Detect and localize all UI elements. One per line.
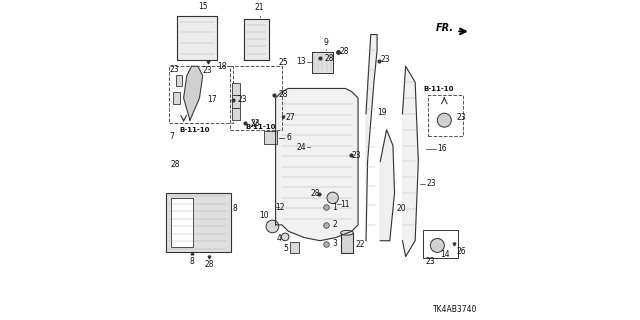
- Polygon shape: [177, 16, 217, 60]
- Circle shape: [282, 233, 289, 241]
- Bar: [173, 92, 180, 104]
- Text: 23: 23: [456, 113, 466, 122]
- Text: 6: 6: [287, 133, 292, 142]
- Polygon shape: [380, 130, 394, 241]
- Text: 27: 27: [285, 113, 295, 122]
- Text: 23: 23: [380, 55, 390, 64]
- Text: 2: 2: [333, 220, 337, 229]
- Circle shape: [430, 238, 444, 252]
- Text: 13: 13: [296, 57, 306, 66]
- Text: 28: 28: [324, 54, 334, 63]
- Text: 1: 1: [333, 203, 337, 212]
- Text: 23: 23: [170, 65, 179, 74]
- Text: 17: 17: [207, 95, 217, 104]
- Text: B-11-10: B-11-10: [245, 124, 276, 130]
- Bar: [423, 230, 458, 258]
- Text: 23: 23: [203, 66, 212, 75]
- Text: 23: 23: [426, 179, 436, 188]
- Text: 28: 28: [339, 47, 349, 57]
- Bar: [230, 66, 282, 130]
- Text: 23: 23: [426, 257, 435, 266]
- Text: TK4AB3740: TK4AB3740: [433, 305, 477, 314]
- Text: B-11-10: B-11-10: [424, 86, 454, 92]
- Text: 26: 26: [456, 247, 466, 256]
- Bar: [264, 131, 277, 144]
- Text: 28: 28: [279, 90, 288, 99]
- Bar: [290, 242, 300, 253]
- Text: 18: 18: [217, 61, 227, 70]
- Text: 28: 28: [310, 189, 320, 198]
- Bar: [170, 66, 233, 124]
- Text: 21: 21: [255, 3, 264, 12]
- Text: 19: 19: [377, 108, 387, 117]
- Bar: [428, 95, 463, 136]
- Text: 22: 22: [356, 240, 365, 249]
- Bar: [171, 198, 193, 247]
- Text: 8: 8: [233, 204, 237, 213]
- Text: 5: 5: [284, 244, 288, 253]
- Polygon shape: [184, 66, 203, 120]
- Text: 23: 23: [237, 95, 247, 104]
- Polygon shape: [403, 66, 419, 257]
- Text: 28: 28: [170, 160, 180, 169]
- Text: B-11-10: B-11-10: [179, 127, 210, 133]
- Circle shape: [327, 192, 339, 204]
- Bar: [232, 95, 240, 108]
- Text: 11: 11: [340, 200, 350, 209]
- Bar: [166, 193, 231, 252]
- Bar: [176, 75, 182, 86]
- Text: 28: 28: [204, 260, 214, 269]
- Text: 23: 23: [352, 151, 362, 160]
- Text: 8: 8: [189, 257, 194, 266]
- Text: FR.: FR.: [436, 23, 454, 33]
- Text: 16: 16: [437, 144, 447, 153]
- Text: 25: 25: [278, 58, 288, 67]
- Text: 9: 9: [324, 38, 329, 47]
- Bar: [232, 108, 240, 120]
- Polygon shape: [276, 88, 358, 241]
- Text: 23: 23: [250, 119, 260, 128]
- Text: 4: 4: [276, 234, 282, 243]
- Text: 24: 24: [296, 143, 306, 152]
- Text: 3: 3: [333, 239, 337, 248]
- Polygon shape: [366, 35, 377, 241]
- Polygon shape: [244, 19, 269, 60]
- Text: 20: 20: [396, 204, 406, 213]
- Text: 14: 14: [440, 251, 450, 260]
- Text: 15: 15: [198, 2, 207, 11]
- Bar: [232, 83, 240, 95]
- Text: 7: 7: [170, 132, 174, 140]
- Circle shape: [437, 113, 451, 127]
- Bar: [340, 233, 353, 253]
- Text: 12: 12: [276, 203, 285, 212]
- Bar: [312, 52, 333, 73]
- Text: 10: 10: [260, 211, 269, 220]
- Circle shape: [266, 220, 279, 233]
- Ellipse shape: [340, 230, 353, 235]
